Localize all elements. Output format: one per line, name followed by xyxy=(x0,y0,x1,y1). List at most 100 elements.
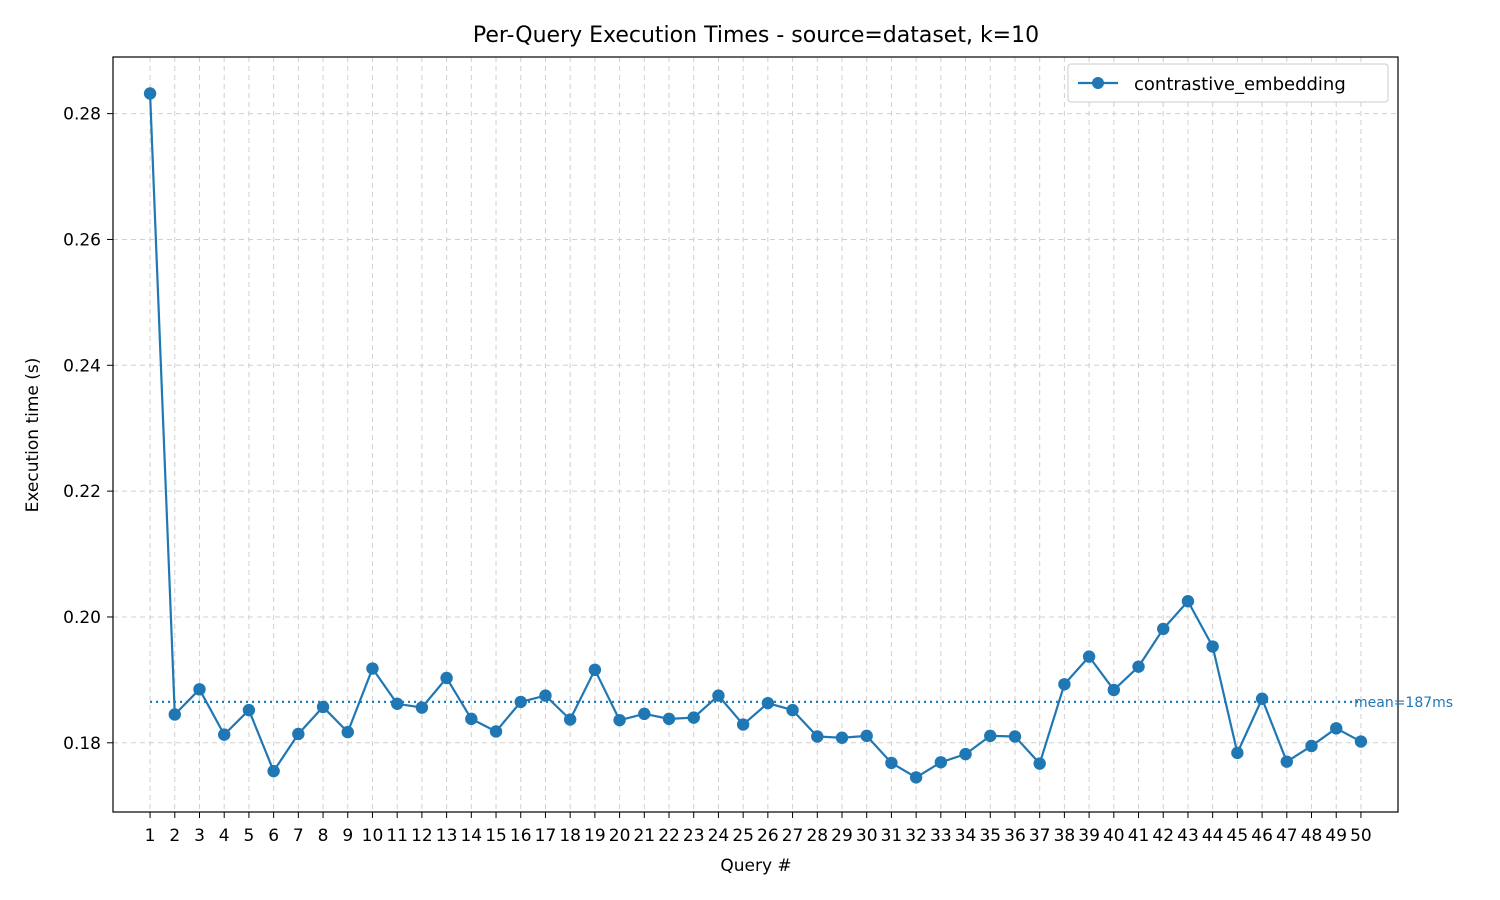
data-point xyxy=(218,728,231,741)
data-point xyxy=(1330,722,1343,735)
data-point xyxy=(341,725,354,739)
x-tick-label: 21 xyxy=(633,826,655,846)
data-point xyxy=(563,713,577,726)
data-point xyxy=(390,697,404,710)
data-point xyxy=(168,708,181,721)
axis-ticks: 1 2 3 4 5 6 7 8 9 10 11 12 13 14 15 16 17 18 19 20 21 22 23 24 2… xyxy=(63,105,1372,846)
x-tick-label: 22 xyxy=(658,826,680,846)
legend-box xyxy=(1067,63,1389,103)
x-axis-label: Query # xyxy=(720,856,791,876)
y-tick-label: 0.26 xyxy=(63,230,101,250)
data-point xyxy=(984,729,997,743)
data-point xyxy=(1082,650,1096,663)
series-line xyxy=(148,93,1362,779)
y-tick-label: 0.24 xyxy=(63,356,101,376)
x-tick-label: 36 xyxy=(1004,826,1026,846)
x-tick-label: 1 xyxy=(145,826,156,846)
data-point xyxy=(687,711,700,724)
x-tick-label: 9 xyxy=(342,826,353,846)
x-tick-label: 3 xyxy=(194,826,205,846)
data-point xyxy=(489,725,503,738)
data-point xyxy=(638,707,651,721)
data-point xyxy=(613,713,626,727)
x-tick-label: 43 xyxy=(1177,826,1199,846)
data-point xyxy=(885,756,898,770)
data-point xyxy=(242,703,256,717)
data-point xyxy=(662,712,676,726)
x-tick-label: 40 xyxy=(1103,826,1125,846)
x-tick-label: 2 xyxy=(169,826,180,846)
mean-label: mean=187ms xyxy=(1354,695,1453,711)
x-tick-label: 32 xyxy=(905,826,927,846)
data-point xyxy=(1132,660,1145,673)
x-tick-label: 41 xyxy=(1128,826,1150,846)
y-tick-label: 0.22 xyxy=(63,482,101,502)
x-tick-label: 7 xyxy=(293,826,304,846)
x-tick-label: 11 xyxy=(386,826,408,846)
x-tick-label: 50 xyxy=(1350,826,1372,846)
y-tick-label: 0.18 xyxy=(63,734,101,754)
legend-marker xyxy=(1092,77,1104,89)
data-point xyxy=(1280,755,1293,768)
data-point xyxy=(909,771,923,784)
data-point xyxy=(1231,746,1244,760)
series-group xyxy=(143,87,1368,784)
data-point xyxy=(761,696,775,710)
data-point xyxy=(1305,739,1318,753)
x-tick-label: 39 xyxy=(1078,826,1100,846)
x-tick-label: 30 xyxy=(856,826,878,846)
legend: contrastive_embedding xyxy=(1067,63,1389,103)
chart-title: Per-Query Execution Times - source=datas… xyxy=(473,23,1039,48)
x-tick-label: 18 xyxy=(559,826,581,846)
x-tick-label: 49 xyxy=(1325,826,1347,846)
x-tick-label: 31 xyxy=(881,826,903,846)
x-tick-label: 19 xyxy=(584,826,606,846)
data-point xyxy=(1255,692,1269,705)
data-point xyxy=(959,747,972,761)
x-tick-label: 10 xyxy=(362,826,384,846)
data-point xyxy=(316,700,330,714)
x-tick-label: 37 xyxy=(1029,826,1051,846)
x-tick-label: 46 xyxy=(1251,826,1273,846)
y-tick-label: 0.28 xyxy=(63,105,101,125)
data-point xyxy=(1058,678,1071,691)
x-tick-label: 45 xyxy=(1227,826,1249,846)
x-tick-label: 34 xyxy=(955,826,977,846)
data-point xyxy=(835,731,849,744)
x-tick-label: 4 xyxy=(219,826,230,846)
x-tick-label: 20 xyxy=(609,826,631,846)
data-point xyxy=(588,663,602,677)
x-tick-label: 24 xyxy=(708,826,730,846)
x-tick-label: 12 xyxy=(411,826,433,846)
data-point xyxy=(736,718,750,731)
x-tick-label: 6 xyxy=(268,826,279,846)
x-tick-label: 48 xyxy=(1301,826,1323,846)
x-tick-label: 27 xyxy=(782,826,804,846)
data-point xyxy=(366,662,379,675)
x-tick-label: 8 xyxy=(318,826,329,846)
data-point xyxy=(1157,622,1170,636)
data-point xyxy=(934,756,948,769)
data-point xyxy=(786,703,799,717)
x-tick-label: 16 xyxy=(510,826,532,846)
x-tick-label: 5 xyxy=(243,826,254,846)
legend-label: contrastive_embedding xyxy=(1134,74,1346,95)
x-tick-label: 44 xyxy=(1202,826,1224,846)
x-tick-label: 33 xyxy=(930,826,952,846)
y-axis-label: Execution time (s) xyxy=(23,358,43,513)
data-point xyxy=(1107,683,1121,697)
data-point xyxy=(1008,730,1022,743)
data-point xyxy=(514,695,527,709)
x-tick-label: 15 xyxy=(485,826,507,846)
x-tick-label: 42 xyxy=(1152,826,1174,846)
data-point xyxy=(811,730,824,743)
data-point xyxy=(143,87,157,100)
x-tick-label: 35 xyxy=(979,826,1001,846)
mean-line-group: mean=187ms xyxy=(150,695,1453,711)
x-tick-label: 23 xyxy=(683,826,705,846)
data-point xyxy=(860,729,873,743)
data-point xyxy=(292,727,305,741)
data-point xyxy=(465,712,478,726)
grid xyxy=(113,57,1398,812)
data-point xyxy=(1206,640,1219,653)
